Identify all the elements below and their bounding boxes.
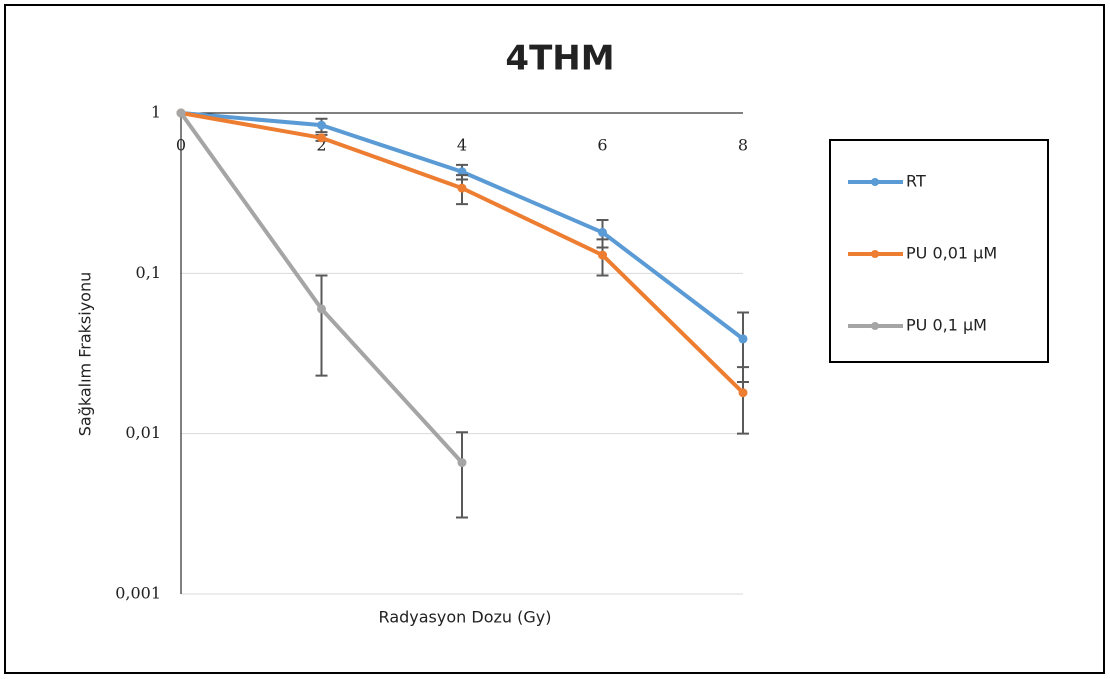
- point: [598, 250, 607, 260]
- y-tick-label: 0,1: [136, 263, 161, 282]
- y-tick-label: 1: [151, 103, 161, 122]
- legend-marker: [871, 322, 879, 330]
- point: [598, 227, 607, 237]
- point: [738, 388, 748, 398]
- y-tick-label: 0,01: [125, 423, 161, 442]
- y-axis-label: Sağkalım Fraksiyonu: [76, 272, 95, 436]
- legend-marker: [871, 250, 879, 258]
- legend-label: PU 0,01 µM: [906, 244, 997, 263]
- point: [176, 108, 186, 118]
- legend-label: RT: [906, 172, 926, 191]
- point: [738, 334, 748, 344]
- legend-marker: [871, 178, 879, 186]
- point: [457, 458, 467, 468]
- x-tick-label: 2: [316, 136, 326, 155]
- point: [317, 304, 326, 314]
- x-tick-label: 0: [176, 136, 186, 155]
- point: [457, 183, 467, 193]
- legend-label: PU 0,1 µM: [906, 316, 987, 335]
- y-tick-label: 0,001: [115, 584, 161, 603]
- error-bar: [456, 431, 468, 519]
- chart-title: 4THM: [505, 39, 614, 79]
- x-axis-label: Radyasyon Dozu (Gy): [379, 608, 552, 627]
- point: [317, 133, 326, 143]
- x-tick-label: 4: [457, 136, 467, 155]
- point: [317, 120, 326, 130]
- point: [457, 167, 467, 177]
- x-tick-label: 8: [738, 136, 748, 155]
- x-tick-label: 6: [597, 136, 607, 155]
- error-bar: [737, 366, 749, 435]
- error-bar: [315, 274, 328, 377]
